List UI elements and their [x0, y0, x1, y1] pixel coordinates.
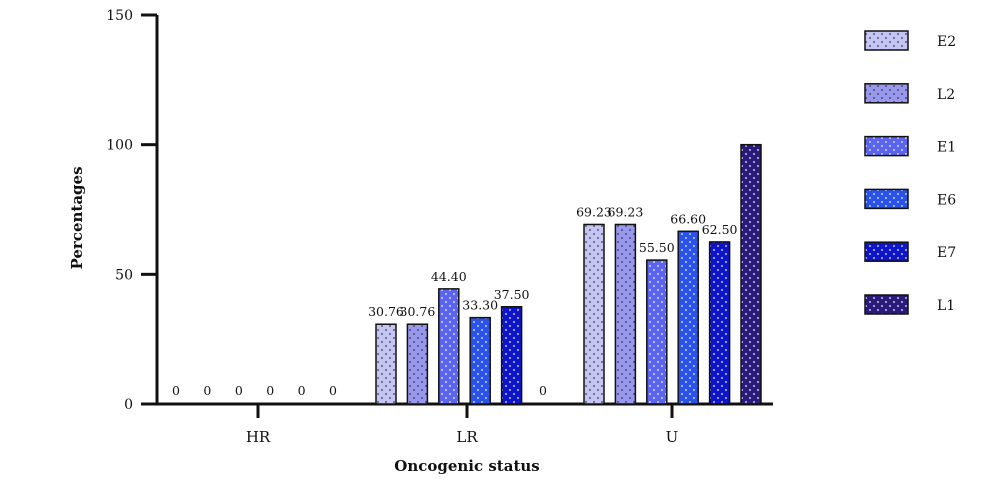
- data-label: 69.23: [608, 204, 644, 219]
- legend-label: L2: [937, 87, 955, 103]
- legend-swatch: [864, 241, 909, 262]
- y-tick-label: 100: [106, 138, 133, 154]
- data-label: 69.23: [576, 204, 612, 219]
- legend-label: E1: [937, 140, 956, 156]
- bar: [469, 316, 491, 405]
- bar: [646, 259, 668, 405]
- data-label: 0: [329, 383, 337, 398]
- y-tick-label: 50: [115, 267, 133, 283]
- bar: [438, 288, 460, 405]
- bar: [583, 223, 605, 405]
- legend-label: E2: [937, 34, 956, 50]
- data-label: 55.50: [639, 240, 675, 255]
- legend-swatch: [864, 135, 909, 157]
- bar: [708, 241, 731, 405]
- bar: [740, 143, 762, 405]
- data-label: 0: [539, 383, 547, 398]
- x-tick-label: HR: [246, 428, 271, 446]
- data-label: 30.76: [400, 304, 436, 319]
- legend-label: E6: [937, 192, 956, 208]
- legend-label: L1: [937, 298, 955, 314]
- y-tick-label: 0: [124, 397, 133, 413]
- x-tick-label: LR: [456, 428, 478, 446]
- legend: E2 L2 E1 E6 E7 L1: [864, 30, 956, 315]
- bar: [406, 323, 429, 405]
- y-axis-title: Percentages: [68, 166, 86, 269]
- bar: [500, 306, 523, 405]
- data-label: 0: [298, 383, 306, 398]
- x-tick-label: U: [666, 428, 679, 446]
- legend-swatch: [864, 188, 909, 210]
- data-label: 62.50: [702, 222, 738, 237]
- bar: [677, 230, 699, 405]
- data-label: 0: [172, 383, 180, 398]
- legend-swatch: [864, 83, 909, 104]
- data-label: 66.60: [670, 211, 706, 226]
- data-label: 0: [266, 383, 274, 398]
- bar: [375, 323, 397, 405]
- y-tick-label: 150: [106, 8, 133, 24]
- x-axis-title: Oncogenic status: [394, 457, 539, 475]
- bar: [614, 223, 637, 405]
- legend-label: E7: [937, 245, 956, 261]
- data-label: 0: [235, 383, 243, 398]
- data-label: 37.50: [494, 287, 530, 302]
- data-label: 0: [203, 383, 211, 398]
- legend-swatch: [864, 30, 909, 51]
- data-label: 44.40: [431, 269, 467, 284]
- data-label: 30.76: [368, 304, 404, 319]
- data-label: 33.30: [462, 298, 498, 313]
- legend-swatch: [864, 294, 909, 315]
